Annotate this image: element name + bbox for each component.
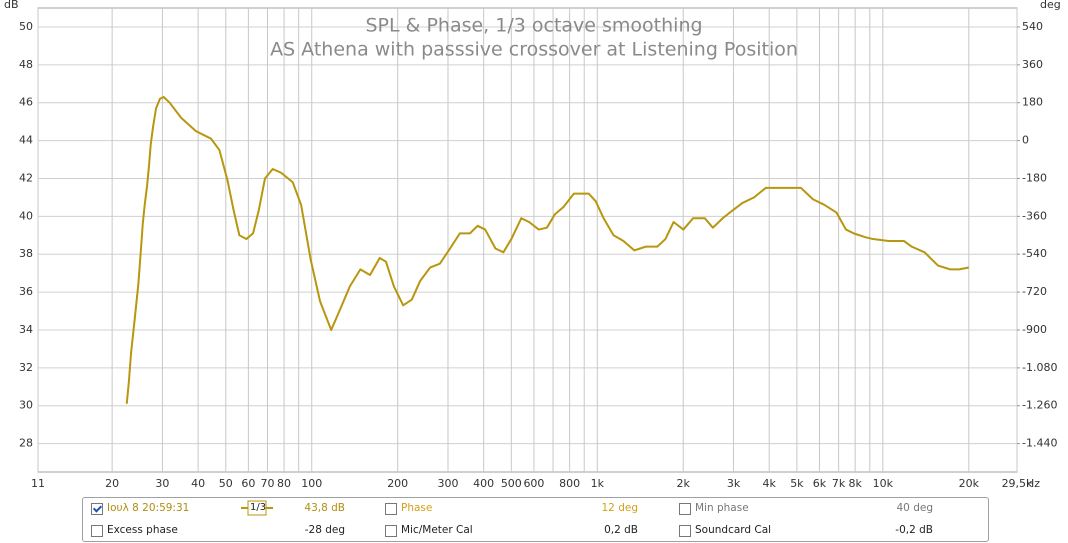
spl-value: 43,8 dB [304, 502, 345, 514]
y-tick-label: 28 [19, 437, 33, 450]
x-tick-label: 100 [301, 477, 322, 490]
series-name: Ιουλ 8 20:59:31 [107, 502, 190, 514]
x-tick-label: 30 [155, 477, 169, 490]
x-tick-label: 40 [191, 477, 205, 490]
mic-cal-value: 0,2 dB [604, 524, 638, 536]
x-tick-label: 3k [727, 477, 741, 490]
checkbox[interactable] [91, 525, 103, 537]
x-tick-label: 2k [677, 477, 691, 490]
soundcard-cal-value: -0,2 dB [895, 524, 933, 536]
x-tick-label: 20k [959, 477, 980, 490]
y2-tick-label: -360 [1022, 209, 1047, 222]
y2-tick-label: -900 [1022, 323, 1047, 336]
x-tick-label: 60 [241, 477, 255, 490]
y2-tick-label: -540 [1022, 247, 1047, 260]
x-tick-label: 7k [832, 477, 846, 490]
x-tick-label: 800 [559, 477, 580, 490]
checkbox[interactable] [385, 503, 397, 515]
control-panel: Ιουλ 8 20:59:31 1/3 43,8 dB Phase 12 deg… [82, 497, 989, 542]
checkbox[interactable] [385, 525, 397, 537]
y-tick-label: 46 [19, 96, 33, 109]
y2-tick-label: -180 [1022, 171, 1047, 184]
y-tick-label: 38 [19, 247, 33, 260]
y-tick-label: 34 [19, 323, 33, 336]
chart-title: SPL & Phase, 1/3 octave smoothing [365, 15, 702, 37]
min-phase-value: 40 deg [896, 502, 934, 514]
x-tick-label: 500 [501, 477, 522, 490]
x-tick-label: 1k [591, 477, 605, 490]
x-tick-label: 600 [523, 477, 544, 490]
y2-tick-label: 540 [1022, 20, 1043, 33]
y-tick-label: 30 [19, 399, 33, 412]
y2-tick-label: 0 [1022, 134, 1029, 147]
y-tick-label: 32 [19, 361, 33, 374]
x-tick-label: 8k [848, 477, 862, 490]
excess-phase-value: -28 deg [304, 524, 345, 536]
x-tick-label: 20 [105, 477, 119, 490]
x-tick-label: 6k [813, 477, 827, 490]
x-tick-label: 4k [763, 477, 777, 490]
mic-cal-label: Mic/Meter Cal [401, 524, 473, 536]
x-tick-label: 29,5k [1002, 477, 1033, 490]
y2-tick-label: -1.260 [1022, 399, 1057, 412]
y-tick-label: 44 [19, 134, 33, 147]
y-tick-label: 40 [19, 209, 33, 222]
x-tick-label: 300 [437, 477, 458, 490]
y2-tick-label: -1.080 [1022, 361, 1057, 374]
min-phase-label: Min phase [695, 502, 749, 514]
soundcard-cal-label: Soundcard Cal [695, 524, 772, 536]
x-tick-label: 50 [219, 477, 233, 490]
chart-subtitle: AS Athena with passsive crossover at Lis… [270, 39, 798, 61]
plot-area [37, 7, 1018, 473]
series-line [125, 96, 969, 404]
x-tick-label: 200 [387, 477, 408, 490]
x-tick-label: 400 [473, 477, 494, 490]
y2-tick-label: -1.440 [1022, 437, 1057, 450]
x-tick-label: 70 [261, 477, 275, 490]
y2-axis-label: deg [1040, 0, 1061, 11]
x-tick-label: 5k [790, 477, 804, 490]
x-tick-label: 11 [31, 477, 45, 490]
y-tick-label: 50 [19, 20, 33, 33]
y-tick-label: 36 [19, 285, 33, 298]
excess-phase-label: Excess phase [107, 524, 178, 536]
y2-tick-label: -720 [1022, 285, 1047, 298]
y-tick-label: 48 [19, 58, 33, 71]
smoothing[interactable]: 1/3 [250, 502, 267, 513]
chart: SPL & Phase, 1/3 octave smoothing AS Ath… [4, 0, 1061, 490]
checkbox[interactable] [91, 503, 103, 515]
phase-value: 12 deg [601, 502, 639, 514]
y-axis-label: dB [4, 0, 19, 11]
checkbox[interactable] [679, 503, 691, 515]
y-tick-label: 42 [19, 171, 33, 184]
x-tick-label: 80 [277, 477, 291, 490]
checkbox[interactable] [679, 525, 691, 537]
x-axis-label: Hz [1026, 477, 1040, 490]
y2-tick-label: 180 [1022, 96, 1043, 109]
x-tick-label: 10k [873, 477, 894, 490]
phase-label: Phase [401, 502, 433, 514]
series-swatch [241, 500, 273, 516]
y2-tick-label: 360 [1022, 58, 1043, 71]
